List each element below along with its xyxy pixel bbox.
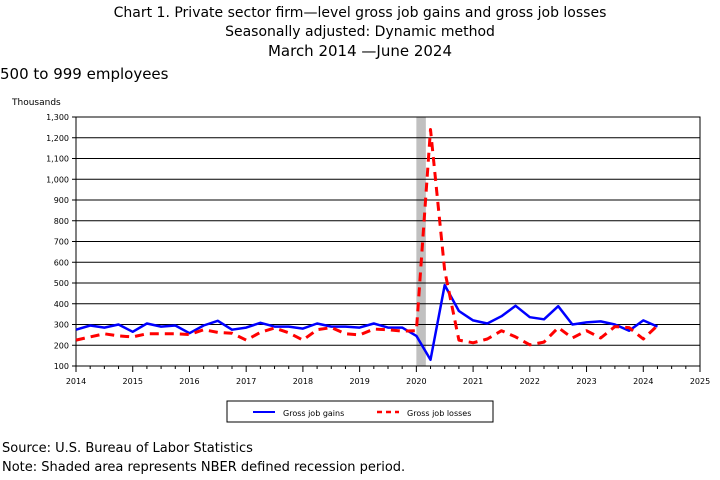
x-tick-label: 2016	[179, 377, 199, 386]
legend-label: Gross job gains	[283, 409, 344, 418]
y-tick-label: 400	[54, 300, 69, 309]
x-tick-label: 2025	[690, 377, 710, 386]
y-tick-label: 1,000	[46, 175, 69, 184]
x-tick-label: 2022	[520, 377, 540, 386]
y-tick-label: 100	[54, 362, 69, 371]
y-tick-label: 1,100	[46, 155, 69, 164]
y-tick-label: 600	[54, 258, 69, 267]
x-tick-label: 2015	[123, 377, 143, 386]
recession-note: Note: Shaded area represents NBER define…	[2, 460, 406, 475]
y-tick-label: 1,300	[46, 113, 69, 122]
y-tick-label: 200	[54, 341, 69, 350]
x-tick-label: 2020	[406, 377, 426, 386]
y-tick-label: 500	[54, 279, 69, 288]
legend-box	[226, 400, 494, 423]
y-tick-label: 700	[54, 238, 69, 247]
x-tick-label: 2021	[463, 377, 483, 386]
x-tick-label: 2014	[66, 377, 86, 386]
x-tick-label: 2023	[576, 377, 596, 386]
chart-title-block: Chart 1. Private sector firm—level gross…	[0, 4, 720, 60]
series-line-gross-job-losses	[75, 128, 659, 347]
y-tick-label: 900	[54, 196, 69, 205]
x-tick-label: 2019	[349, 377, 369, 386]
chart-title: Chart 1. Private sector firm—level gross…	[113, 5, 607, 21]
source-note: Source: U.S. Bureau of Labor Statistics	[2, 441, 253, 456]
chart-date-range: March 2014 —June 2024	[267, 42, 453, 60]
x-tick-label: 2017	[236, 377, 256, 386]
series-line-gross-job-gains	[75, 283, 659, 362]
x-tick-label: 2024	[633, 377, 653, 386]
y-tick-label: 800	[54, 217, 69, 226]
y-tick-label: 1,200	[46, 134, 69, 143]
y-tick-label: 300	[54, 321, 69, 330]
chart-adjustment-note: Seasonally adjusted: Dynamic method	[225, 24, 495, 40]
x-tick-label: 2018	[293, 377, 313, 386]
chart-subtitle: 500 to 999 employees	[0, 65, 169, 83]
legend-label: Gross job losses	[407, 409, 471, 418]
y-axis-units-label: Thousands	[12, 98, 61, 108]
